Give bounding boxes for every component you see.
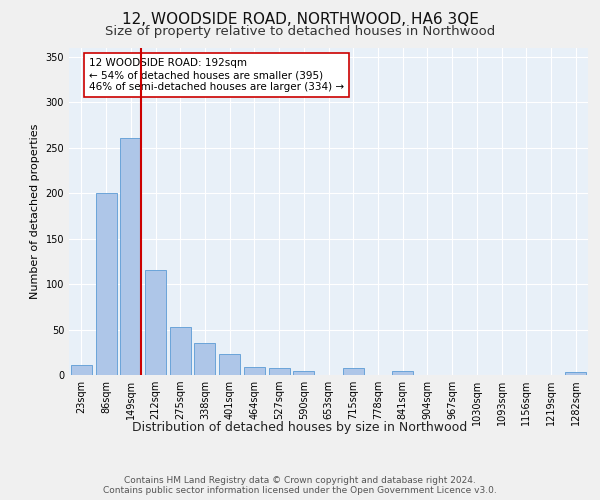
Bar: [95, 193, 116, 375]
Y-axis label: Number of detached properties: Number of detached properties: [30, 124, 40, 299]
Text: 12 WOODSIDE ROAD: 192sqm
← 54% of detached houses are smaller (395)
46% of semi-: 12 WOODSIDE ROAD: 192sqm ← 54% of detach…: [89, 58, 344, 92]
Bar: [170, 327, 191, 375]
Text: Distribution of detached houses by size in Northwood: Distribution of detached houses by size …: [133, 421, 467, 434]
Bar: [244, 367, 265, 375]
Bar: [194, 343, 215, 375]
Bar: [392, 372, 413, 375]
Bar: [219, 354, 240, 375]
Text: 12, WOODSIDE ROAD, NORTHWOOD, HA6 3QE: 12, WOODSIDE ROAD, NORTHWOOD, HA6 3QE: [122, 12, 478, 28]
Bar: [71, 365, 92, 375]
Bar: [145, 270, 166, 375]
Bar: [565, 372, 586, 375]
Bar: [343, 368, 364, 375]
Bar: [269, 368, 290, 375]
Bar: [120, 138, 141, 375]
Text: Contains HM Land Registry data © Crown copyright and database right 2024.
Contai: Contains HM Land Registry data © Crown c…: [103, 476, 497, 495]
Text: Size of property relative to detached houses in Northwood: Size of property relative to detached ho…: [105, 25, 495, 38]
Bar: [293, 372, 314, 375]
